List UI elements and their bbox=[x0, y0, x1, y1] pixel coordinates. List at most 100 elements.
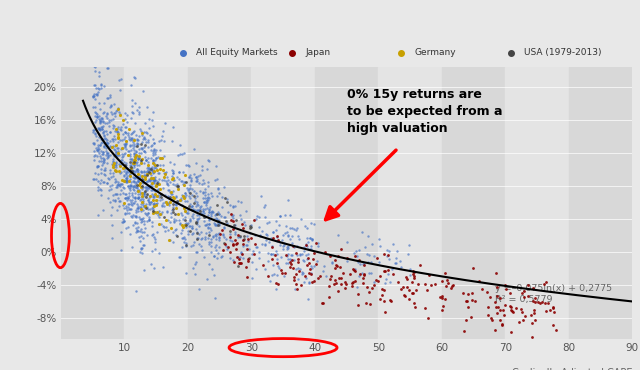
Point bbox=[168, 198, 178, 204]
Point bbox=[155, 211, 165, 217]
Point bbox=[126, 199, 136, 205]
Point bbox=[148, 208, 159, 214]
Point bbox=[246, 235, 256, 241]
Point bbox=[227, 238, 237, 244]
Point bbox=[124, 126, 134, 132]
Point bbox=[308, 263, 319, 269]
Point bbox=[396, 264, 406, 270]
Point bbox=[189, 193, 199, 199]
Point bbox=[129, 159, 140, 165]
Point bbox=[214, 235, 225, 241]
Point bbox=[139, 130, 149, 135]
Point bbox=[111, 126, 121, 132]
Point bbox=[195, 172, 205, 178]
Point bbox=[111, 168, 122, 174]
Point bbox=[174, 169, 184, 175]
Point bbox=[254, 249, 264, 255]
Point bbox=[155, 155, 165, 161]
Point bbox=[150, 177, 160, 183]
Point bbox=[192, 222, 202, 228]
Text: USA (1979-2013): USA (1979-2013) bbox=[524, 48, 602, 57]
Point bbox=[234, 234, 244, 240]
Point bbox=[306, 271, 316, 277]
Point bbox=[100, 152, 111, 158]
Point bbox=[120, 116, 130, 122]
Point bbox=[411, 287, 421, 293]
Point bbox=[137, 194, 147, 200]
Point bbox=[95, 124, 106, 130]
Point bbox=[268, 229, 278, 235]
Point bbox=[168, 176, 178, 182]
Point bbox=[102, 152, 113, 158]
Point bbox=[137, 156, 147, 162]
Point bbox=[93, 125, 103, 131]
Point bbox=[528, 298, 538, 304]
Point bbox=[131, 179, 141, 185]
Point bbox=[317, 300, 327, 306]
Point bbox=[173, 176, 184, 182]
Point bbox=[152, 209, 162, 215]
Point bbox=[125, 165, 136, 171]
Point bbox=[161, 228, 171, 234]
Point bbox=[121, 140, 131, 146]
Point bbox=[141, 186, 151, 192]
Point bbox=[113, 148, 123, 154]
Point bbox=[330, 265, 340, 270]
Point bbox=[103, 95, 113, 101]
Point bbox=[176, 195, 186, 201]
Point bbox=[111, 184, 122, 190]
Point bbox=[137, 139, 147, 145]
Point bbox=[203, 225, 213, 231]
Point bbox=[222, 199, 232, 205]
Point bbox=[92, 163, 102, 169]
Point bbox=[196, 235, 207, 241]
Point bbox=[148, 178, 158, 184]
Point bbox=[110, 191, 120, 197]
Point bbox=[530, 295, 540, 301]
Point bbox=[289, 245, 300, 250]
Point bbox=[131, 180, 141, 186]
Point bbox=[109, 110, 120, 115]
Point bbox=[246, 222, 256, 228]
Point bbox=[179, 195, 189, 201]
Point bbox=[108, 159, 118, 165]
Point bbox=[134, 175, 144, 181]
Point bbox=[404, 272, 415, 278]
Point bbox=[209, 253, 219, 259]
Point bbox=[113, 135, 124, 141]
Point bbox=[118, 141, 129, 147]
Point bbox=[163, 195, 173, 201]
Point bbox=[212, 202, 222, 208]
Point bbox=[120, 124, 130, 130]
Point bbox=[214, 230, 224, 236]
Point bbox=[415, 262, 425, 268]
Point bbox=[118, 202, 129, 208]
Point bbox=[537, 299, 547, 305]
Point bbox=[331, 262, 341, 268]
Text: 0% 15y returns are
to be expected from a
high valuation: 0% 15y returns are to be expected from a… bbox=[347, 88, 502, 135]
Point bbox=[119, 218, 129, 224]
Point bbox=[308, 256, 318, 262]
Point bbox=[129, 222, 139, 228]
Point bbox=[95, 187, 106, 193]
Point bbox=[94, 125, 104, 131]
Point bbox=[125, 164, 136, 170]
Point bbox=[328, 260, 338, 266]
Point bbox=[172, 183, 182, 189]
Point bbox=[127, 194, 138, 200]
Point bbox=[247, 250, 257, 256]
Point bbox=[121, 162, 131, 168]
Point bbox=[301, 262, 312, 268]
Point bbox=[124, 204, 134, 210]
Point bbox=[155, 186, 165, 192]
Point bbox=[109, 153, 119, 159]
Point bbox=[225, 255, 236, 260]
Point bbox=[130, 174, 140, 180]
Point bbox=[208, 234, 218, 240]
Point bbox=[362, 284, 372, 290]
Point bbox=[88, 94, 98, 100]
Point bbox=[115, 183, 125, 189]
Point bbox=[155, 192, 165, 198]
Point bbox=[118, 121, 128, 127]
Point bbox=[110, 162, 120, 168]
